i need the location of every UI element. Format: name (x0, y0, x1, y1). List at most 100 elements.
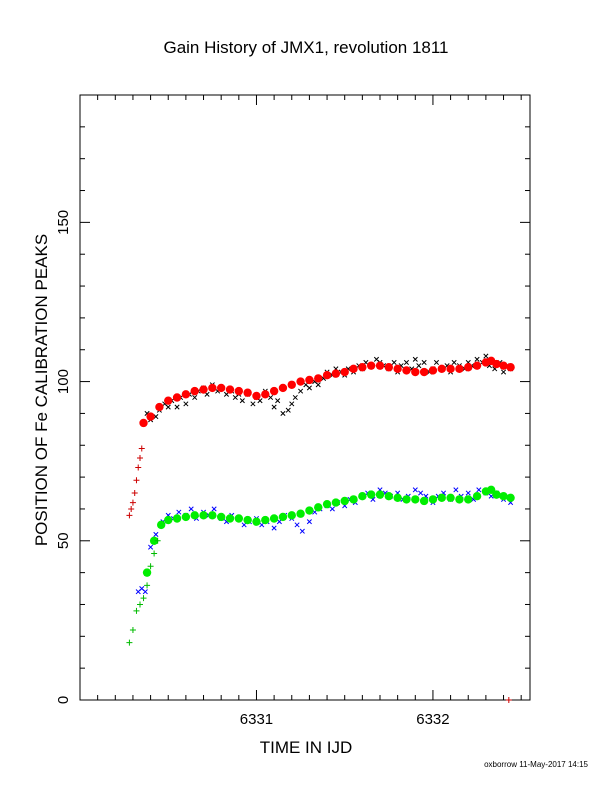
data-point (500, 369, 507, 375)
data-point (269, 514, 279, 523)
data-point (506, 493, 515, 503)
data-point (506, 363, 515, 372)
data-point (499, 361, 508, 370)
data-point (294, 522, 300, 528)
data-point (322, 371, 332, 380)
data-point (296, 509, 305, 518)
data-point (412, 356, 418, 362)
data-point (144, 582, 151, 589)
data-point (239, 398, 245, 404)
data-point (137, 601, 143, 608)
data-point (142, 568, 152, 577)
data-point (331, 498, 341, 507)
data-point (128, 505, 135, 512)
data-point (176, 509, 182, 515)
data-point (190, 386, 199, 396)
chart-title: Gain History of JMX1, revolution 1811 (163, 38, 449, 57)
data-point (271, 404, 277, 410)
data-point (446, 364, 455, 374)
data-point (366, 361, 376, 370)
data-point (156, 520, 166, 530)
y-tick-label: 0 (55, 696, 72, 704)
data-point (437, 493, 446, 503)
data-point (285, 407, 291, 413)
data-point (474, 356, 480, 362)
data-point (129, 626, 136, 633)
data-point (199, 385, 208, 394)
data-point (403, 359, 410, 366)
data-point (393, 493, 402, 503)
data-point (306, 519, 312, 525)
data-point (174, 404, 180, 410)
data-point (419, 496, 429, 506)
data-point (155, 402, 164, 412)
data-point (172, 514, 182, 523)
data-point (505, 697, 512, 703)
data-point (298, 388, 304, 394)
data-point (329, 506, 335, 512)
data-point (305, 375, 314, 385)
data-point (138, 445, 145, 452)
data-point (147, 563, 154, 570)
data-point (375, 490, 385, 499)
data-point (135, 464, 142, 471)
data-point (129, 499, 136, 506)
data-point (472, 492, 482, 501)
data-marks (126, 353, 515, 703)
data-point (296, 377, 305, 386)
data-point (148, 544, 154, 550)
data-point (208, 383, 217, 393)
data-point (154, 537, 161, 544)
data-point (216, 383, 226, 393)
data-point (211, 506, 217, 512)
data-point (225, 385, 235, 394)
axis-tick-labels: 6331 6332 0 50 100 150 (55, 210, 450, 728)
x-tick-label: 6331 (240, 711, 273, 728)
plot-frame (79, 94, 531, 701)
y-tick-label: 50 (55, 532, 72, 549)
data-point (412, 487, 418, 493)
data-point (252, 391, 261, 401)
data-point (340, 496, 349, 506)
data-point (164, 396, 173, 405)
data-point (165, 404, 171, 410)
data-point (287, 380, 296, 389)
data-point (149, 536, 159, 545)
data-point (453, 487, 459, 493)
data-point (299, 528, 305, 534)
data-point (455, 364, 464, 374)
data-point (402, 495, 411, 504)
data-point (164, 515, 173, 525)
data-point (433, 359, 440, 366)
data-point (464, 363, 473, 372)
x-tick-label: 6332 (416, 711, 449, 728)
data-point (384, 363, 394, 372)
data-point (243, 515, 252, 525)
data-point (137, 455, 143, 461)
data-point (411, 367, 420, 377)
data-point (280, 410, 286, 416)
data-point (375, 361, 385, 370)
data-point (492, 359, 501, 369)
data-point (455, 495, 464, 504)
data-point (366, 490, 376, 499)
data-point (314, 503, 323, 512)
data-point (428, 366, 438, 375)
data-point (243, 388, 252, 397)
y-axis-label: POSITION OF Fe CALIBRATION PEAKS (32, 233, 51, 547)
data-point (421, 359, 427, 366)
data-point (181, 390, 191, 399)
data-point (216, 512, 226, 522)
y-tick-label: 150 (55, 210, 72, 235)
data-point (349, 364, 358, 374)
data-point (483, 353, 489, 359)
data-point (476, 487, 482, 493)
data-point (402, 366, 411, 375)
data-point (142, 589, 148, 595)
data-point (416, 363, 422, 369)
data-point (139, 418, 148, 428)
data-point (419, 367, 429, 377)
data-point (181, 512, 191, 522)
data-point (188, 506, 194, 512)
